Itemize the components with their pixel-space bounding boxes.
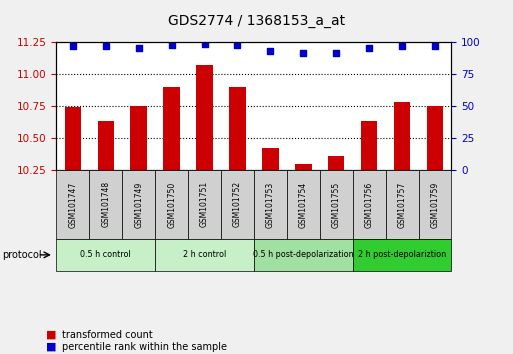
Text: GSM101754: GSM101754 (299, 181, 308, 228)
Point (168, 42, 176, 48)
Point (201, 41, 209, 47)
Text: ■: ■ (46, 330, 56, 339)
Bar (65, 108, 81, 170)
Bar (394, 102, 410, 170)
Bar (97, 121, 114, 170)
Point (266, 48, 274, 54)
Bar (196, 65, 213, 170)
Text: percentile rank within the sample: percentile rank within the sample (62, 342, 227, 352)
Point (332, 50, 340, 56)
Text: 0.5 h control: 0.5 h control (81, 250, 131, 259)
Text: GSM101757: GSM101757 (398, 181, 407, 228)
Bar (427, 106, 443, 170)
Bar (361, 121, 378, 170)
Text: 2 h control: 2 h control (183, 250, 226, 259)
Text: GSM101752: GSM101752 (233, 181, 242, 228)
Bar (164, 87, 180, 170)
Text: GSM101753: GSM101753 (266, 181, 275, 228)
Text: transformed count: transformed count (62, 330, 152, 339)
Text: GSM101750: GSM101750 (167, 181, 176, 228)
Text: protocol: protocol (3, 250, 42, 260)
Point (233, 42, 242, 48)
Text: GSM101756: GSM101756 (365, 181, 373, 228)
Text: ■: ■ (46, 342, 56, 352)
Bar (328, 156, 344, 170)
Text: GSM101749: GSM101749 (134, 181, 143, 228)
Point (398, 44, 406, 49)
Text: GSM101755: GSM101755 (332, 181, 341, 228)
Point (431, 44, 439, 49)
Text: 0.5 h post-depolarization: 0.5 h post-depolarization (253, 250, 353, 259)
Bar (130, 106, 147, 170)
Bar (262, 148, 279, 170)
Point (365, 45, 373, 50)
Point (102, 44, 110, 49)
Point (134, 45, 143, 50)
Point (69, 44, 77, 49)
Text: GSM101759: GSM101759 (430, 181, 440, 228)
Text: 2 h post-depolariztion: 2 h post-depolariztion (358, 250, 446, 259)
Text: GSM101748: GSM101748 (101, 181, 110, 228)
Text: GDS2774 / 1368153_a_at: GDS2774 / 1368153_a_at (168, 14, 345, 28)
Point (299, 50, 307, 56)
Text: GSM101747: GSM101747 (68, 181, 77, 228)
Bar (295, 164, 311, 170)
Text: GSM101751: GSM101751 (200, 181, 209, 228)
Bar (229, 87, 246, 170)
